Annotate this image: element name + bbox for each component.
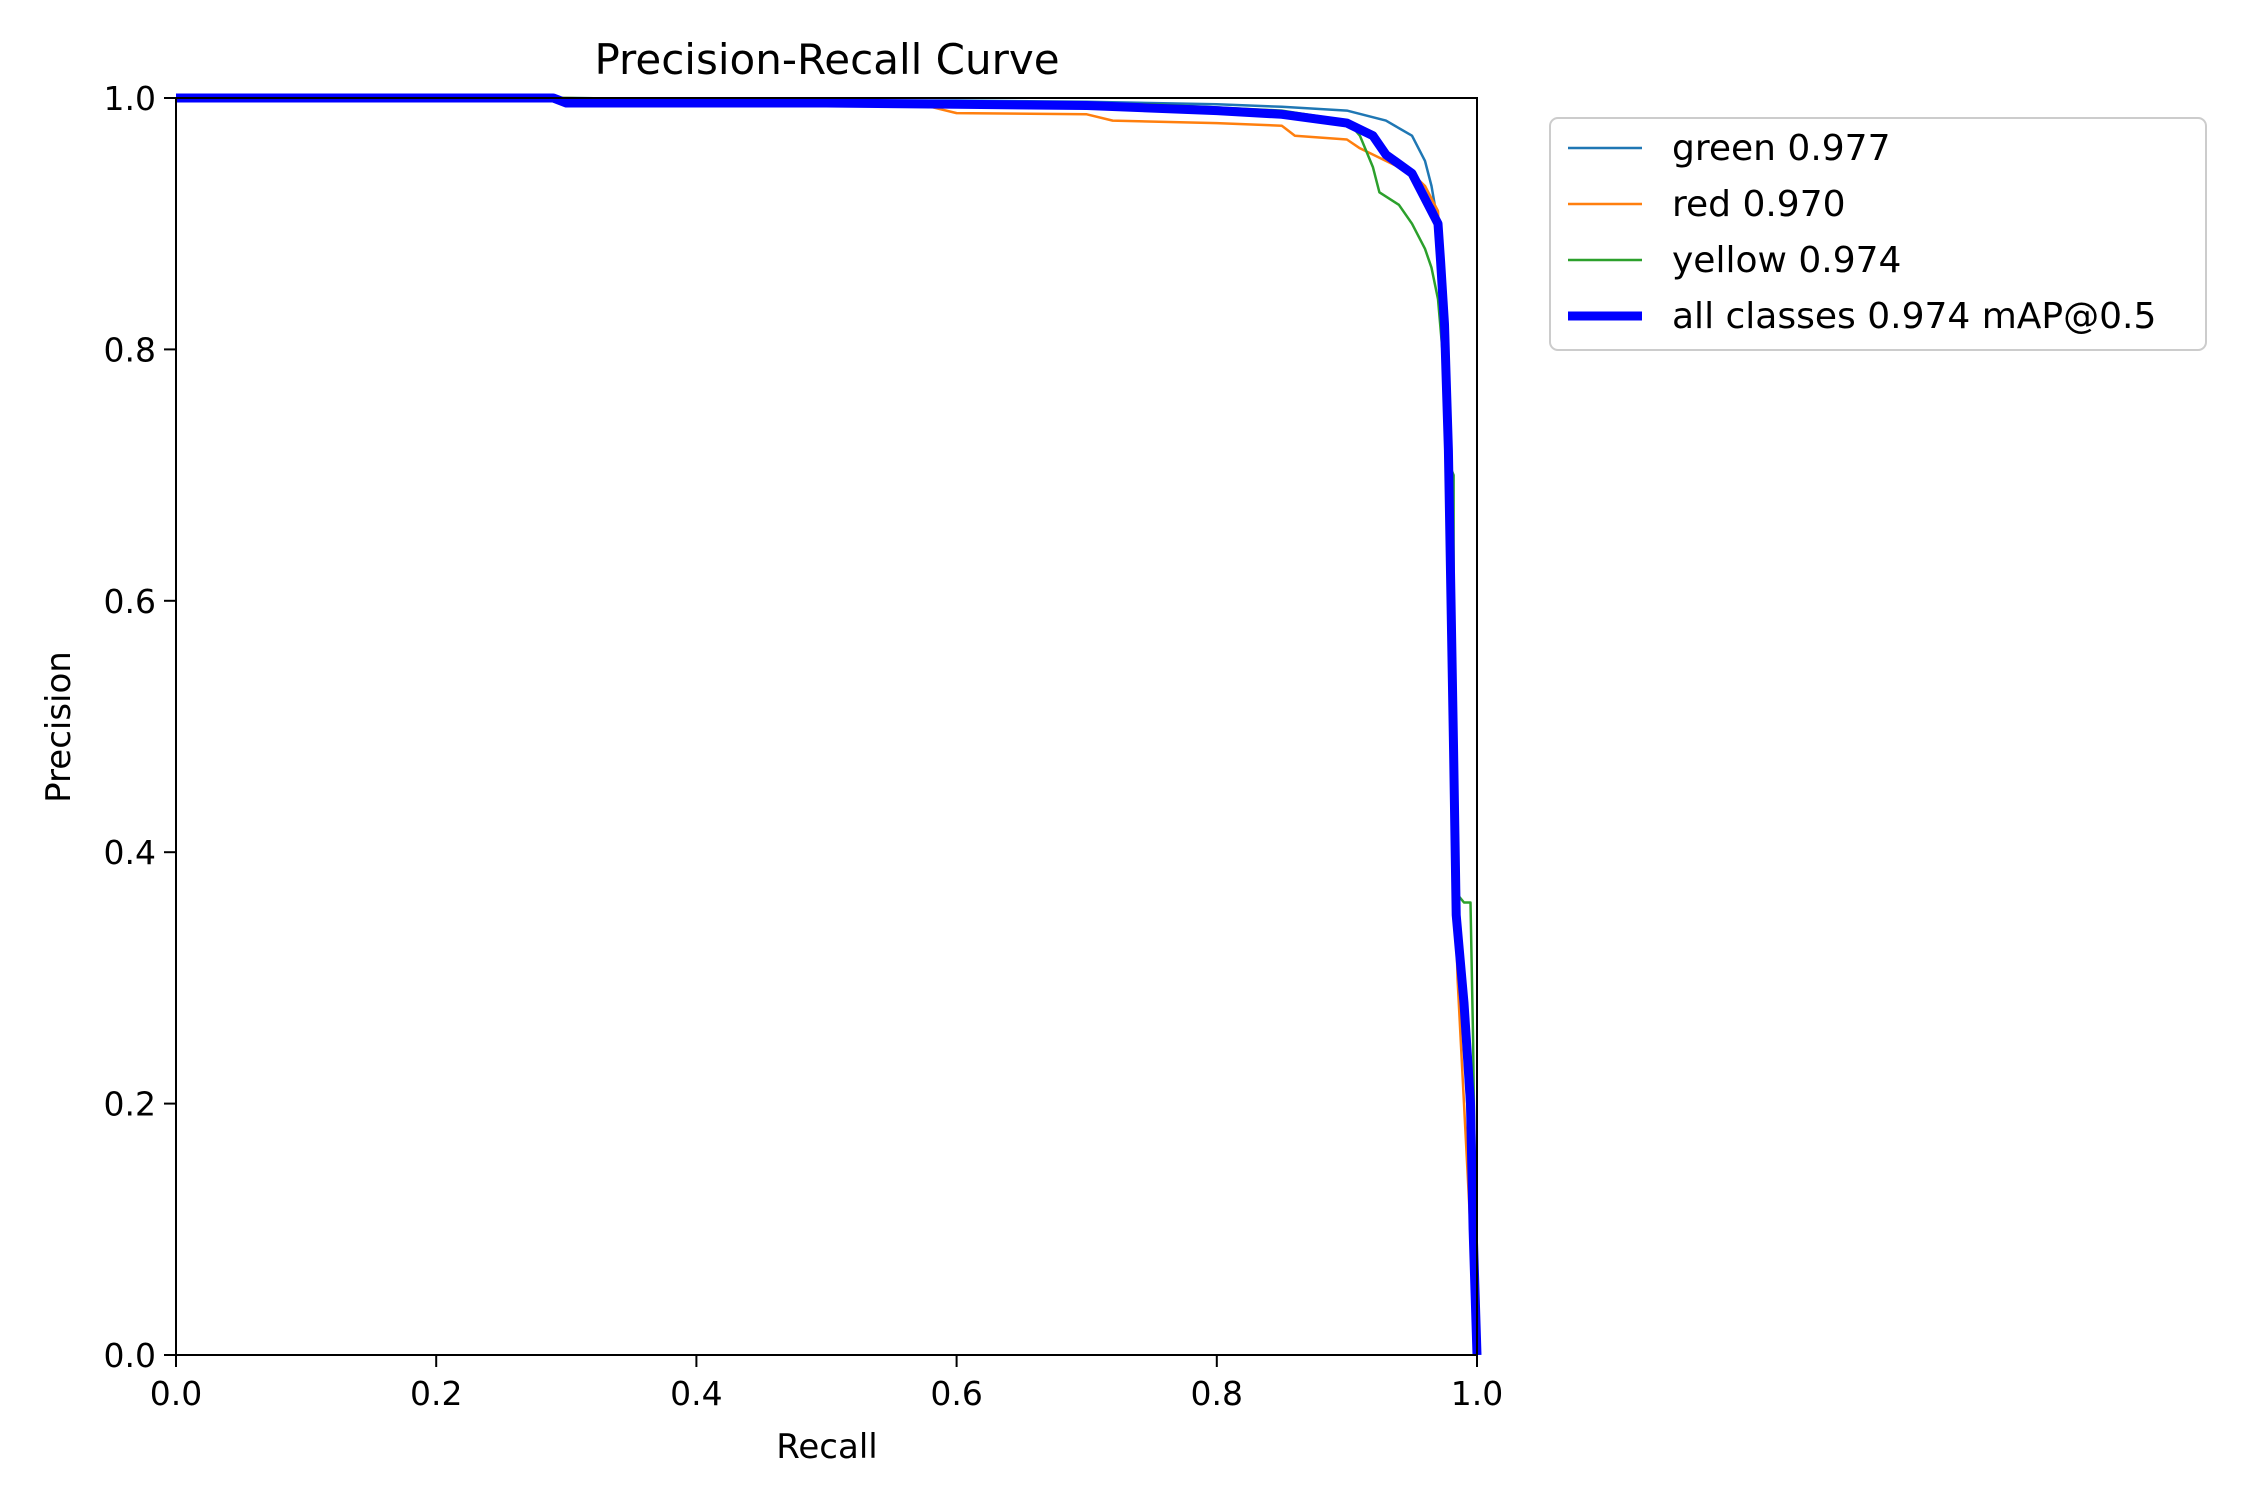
legend-items: green 0.977 red 0.970 yellow 0.974 all clas… xyxy=(1568,128,2156,337)
legend-label-0: green 0.977 xyxy=(1672,128,1890,169)
x-tick-label: 1.0 xyxy=(1451,1374,1503,1413)
series-line-3 xyxy=(176,93,1482,1356)
x-tick-label: 0.2 xyxy=(410,1374,462,1413)
y-tick-label: 1.0 xyxy=(104,79,156,118)
legend-label-2: yellow 0.974 xyxy=(1672,240,1901,281)
plot-background xyxy=(176,98,1477,1355)
y-tick-label: 0.4 xyxy=(104,833,156,872)
y-tick-label: 0.2 xyxy=(104,1085,156,1124)
y-axis-label: Precision xyxy=(39,651,79,803)
x-axis-ticks: 0.0 0.2 0.4 0.6 0.8 1.0 xyxy=(150,1355,1503,1413)
plot-area xyxy=(175,93,1482,1356)
x-tick-label: 0.0 xyxy=(150,1374,202,1413)
y-tick-label: 0.6 xyxy=(104,582,156,621)
plot-frame xyxy=(175,97,1478,1356)
legend-label-1: red 0.970 xyxy=(1672,184,1846,225)
series-lines xyxy=(176,93,1482,1356)
legend-box xyxy=(1549,117,2207,351)
y-axis-ticks: 0.0 0.2 0.4 0.6 0.8 1.0 xyxy=(104,79,176,1375)
legend: green 0.977 red 0.970 yellow 0.974 all clas… xyxy=(1549,117,2207,351)
x-tick-label: 0.6 xyxy=(930,1374,982,1413)
x-tick-label: 0.4 xyxy=(670,1374,722,1413)
chart-title: Precision-Recall Curve xyxy=(594,35,1059,84)
y-tick-label: 0.0 xyxy=(104,1336,156,1375)
x-tick-label: 0.8 xyxy=(1191,1374,1243,1413)
y-tick-label: 0.8 xyxy=(104,330,156,369)
x-axis-label: Recall xyxy=(776,1427,877,1467)
legend-label-3: all classes 0.974 mAP@0.5 xyxy=(1672,296,2156,337)
